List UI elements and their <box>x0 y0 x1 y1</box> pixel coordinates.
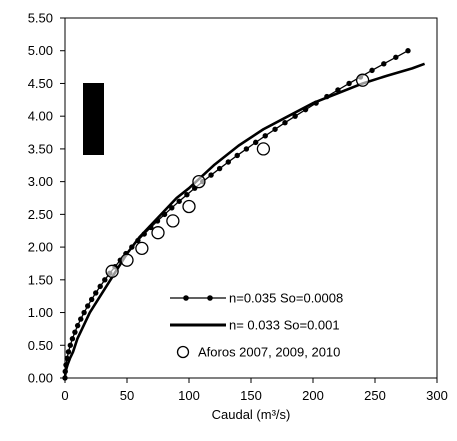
y-tick-label: 5.00 <box>28 43 53 58</box>
y-tick-label: 1.50 <box>28 272 53 287</box>
x-tick-label: 100 <box>178 388 200 403</box>
series-1-point <box>69 336 76 342</box>
series-3-point <box>192 174 206 189</box>
series-3 <box>105 73 370 278</box>
series-1-point <box>208 172 214 178</box>
legend-label-series-2: n= 0.033 So=0.001 <box>229 318 340 333</box>
series-3-point <box>182 199 196 214</box>
series-1-point <box>184 192 190 198</box>
black-block-graphic <box>83 83 104 155</box>
y-tick-label: 0.50 <box>28 338 53 353</box>
series-1-point <box>243 146 250 152</box>
legend-marker-series-1a <box>183 295 189 301</box>
series-3-point <box>135 241 149 256</box>
series-1-point <box>282 120 288 126</box>
series-1-point <box>369 67 375 74</box>
series-1-point <box>78 316 84 322</box>
series-1-point <box>93 290 99 296</box>
series-1-point <box>393 54 399 60</box>
series-1-point <box>346 80 352 87</box>
y-tick-label: 3.50 <box>28 141 53 156</box>
y-axis-ticks: 0.00 0.50 1.00 1.50 2.00 2.50 3.00 3.50 4.00 4.50… <box>28 11 65 386</box>
series-1-point <box>234 152 240 159</box>
y-tick-label: 0.00 <box>28 371 53 386</box>
y-tick-label: 1.00 <box>28 305 53 320</box>
series-1-point <box>97 283 103 290</box>
series-1-point <box>216 165 223 172</box>
series-1-point <box>292 113 298 119</box>
x-tick-label: 200 <box>302 388 324 403</box>
series-2-line <box>63 62 426 379</box>
legend: n=0.035 So=0.0008 n= 0.033 So=0.001 Afor… <box>170 291 343 360</box>
x-tick-label: 250 <box>364 388 386 403</box>
series-1-point <box>262 133 268 139</box>
series-1-point <box>72 329 78 335</box>
x-axis-ticks: 0 50 100 150 200 250 300 <box>61 378 448 403</box>
x-tick-label: 0 <box>61 388 68 403</box>
series-3-point <box>151 226 165 240</box>
x-tick-label: 300 <box>426 388 448 403</box>
y-tick-label: 4.00 <box>28 109 53 124</box>
series-1-point <box>169 205 175 211</box>
series-1-point <box>88 296 95 303</box>
legend-marker-series-3 <box>176 345 190 359</box>
legend-label-series-3: Aforos 2007, 2009, 2010 <box>198 345 340 360</box>
series-1-point <box>65 349 72 355</box>
x-axis-title: Caudal (m³/s) <box>212 407 291 422</box>
series-1-point <box>81 309 87 316</box>
series-1-point <box>176 198 182 204</box>
series-1-point <box>225 159 232 165</box>
legend-label-series-1: n=0.035 So=0.0008 <box>229 291 343 306</box>
series-1-point <box>67 342 74 348</box>
series-2 <box>63 62 426 379</box>
y-tick-label: 2.50 <box>28 207 53 222</box>
series-3-point <box>166 214 180 228</box>
y-tick-label: 3.00 <box>28 174 53 189</box>
series-1-point <box>102 277 108 283</box>
series-1-point <box>253 139 259 146</box>
legend-marker-series-1b <box>207 295 213 301</box>
series-3-point <box>256 142 271 156</box>
y-tick-label: 2.00 <box>28 240 53 255</box>
series-3-point <box>120 253 134 267</box>
x-tick-label: 50 <box>120 388 134 403</box>
series-1-point <box>84 303 91 309</box>
series-1-point <box>74 322 81 329</box>
y-tick-label: 5.50 <box>28 11 53 26</box>
y-tick-label: 4.50 <box>28 76 53 91</box>
series-layer <box>62 48 426 381</box>
series-1-point <box>381 61 387 67</box>
series-1-point <box>405 48 411 54</box>
x-tick-label: 150 <box>240 388 262 403</box>
series-1-point <box>272 126 278 132</box>
series-3-point <box>105 264 119 278</box>
series-3-point <box>355 73 370 87</box>
